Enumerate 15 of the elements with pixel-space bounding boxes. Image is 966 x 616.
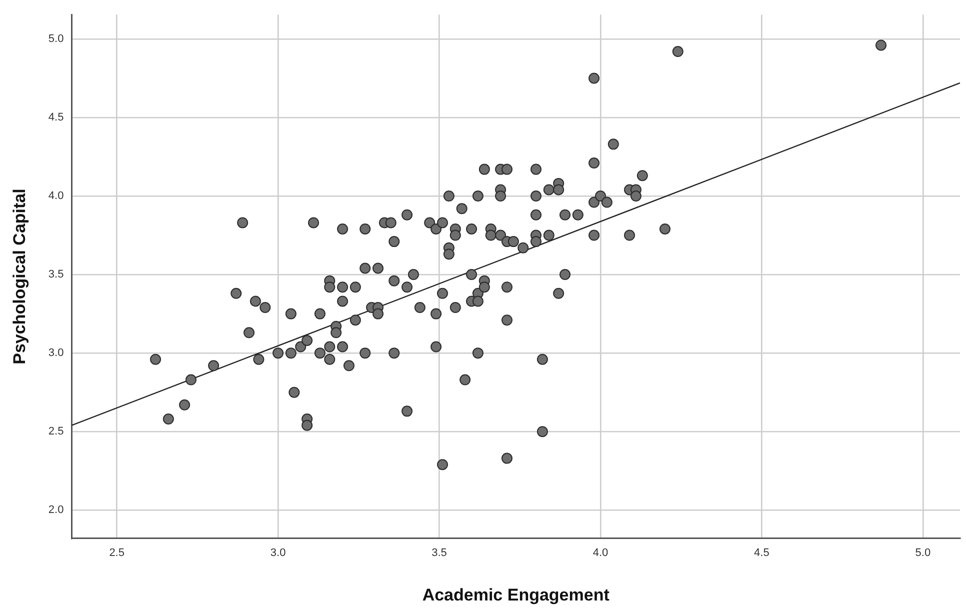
x-tick-label: 4.5	[754, 547, 770, 560]
y-tick-label: 2.0	[48, 504, 64, 516]
y-tick-label: 3.0	[48, 347, 64, 360]
y-tick-label: 3.5	[48, 268, 64, 281]
y-tick-label: 4.5	[48, 112, 64, 124]
x-tick-label: 4.0	[592, 547, 608, 560]
y-axis-title: Psychological Capital	[10, 188, 29, 364]
x-tick-label: 3.0	[270, 547, 286, 560]
y-tick-label: 4.0	[48, 190, 64, 202]
y-tick-label: 2.5	[48, 426, 64, 438]
y-tick-label: 5.0	[48, 32, 64, 45]
x-tick-label: 5.0	[915, 547, 931, 560]
x-tick-label: 2.5	[109, 547, 124, 560]
x-tick-label: 3.5	[432, 547, 447, 560]
x-axis-title: Academic Engagement	[422, 585, 610, 604]
